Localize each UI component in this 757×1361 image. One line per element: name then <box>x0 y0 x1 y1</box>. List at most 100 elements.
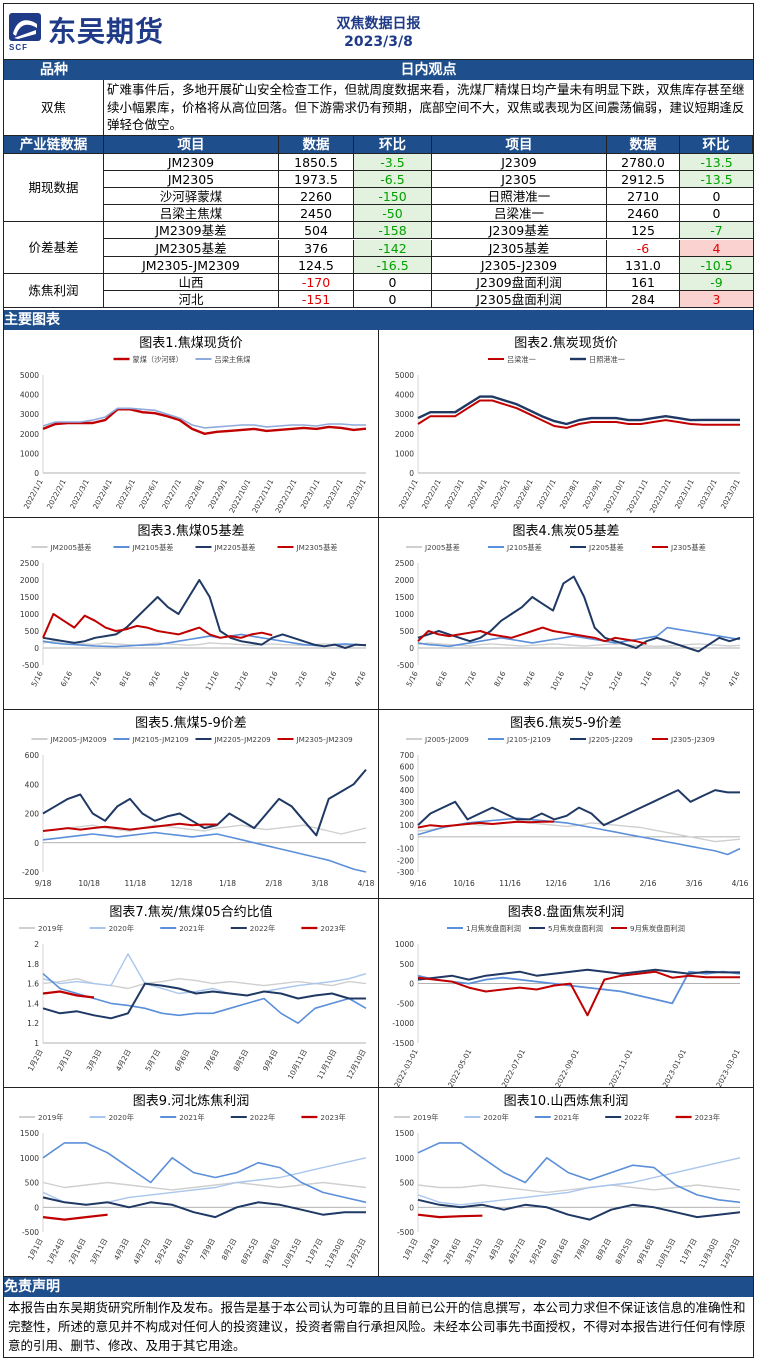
table-cell-r2-c5: 0 <box>680 188 753 206</box>
table-cell-r7-c0: 山西 <box>104 273 279 291</box>
x-tick-label: 7月9日 <box>573 1237 592 1262</box>
logo-mark-icon <box>9 13 41 41</box>
x-tick-label: 3/16 <box>323 669 339 688</box>
x-tick-label: 2023/2/1 <box>696 478 719 511</box>
x-tick-label: 2023/1/1 <box>673 478 696 511</box>
chart-legend: 1月焦炭盘面利润 5月焦炭盘面利润 9月焦炭盘面利润 <box>447 924 685 933</box>
x-tick-label: 8月2日 <box>220 1237 239 1262</box>
legend-label: 1月焦炭盘面利润 <box>466 924 521 933</box>
y-tick-label: 2500 <box>395 559 414 568</box>
y-tick-label: 0 <box>409 833 414 842</box>
y-tick-label: 1000 <box>20 449 39 458</box>
chart-legend: JM2005-JM2009 JM2105-JM2109 JM2205-JM2209 J… <box>31 735 353 744</box>
y-tick-label: -500 <box>22 1228 39 1237</box>
x-tick-label: 8/16 <box>492 669 508 688</box>
chart-svg-10: 2019年 2020年 2021年 2022年 2023年 -500 0 500 1000 150… <box>394 1113 742 1270</box>
x-tick-label: 7/16 <box>463 669 479 688</box>
legend-label: 9月焦炭盘面利润 <box>630 924 685 933</box>
x-tick-label: 2023/3/1 <box>719 478 742 511</box>
report-date: 2023/3/8 <box>344 34 413 50</box>
legend-label: 2021年 <box>179 1113 204 1122</box>
table-cell-r0-c3: J2309 <box>432 154 607 172</box>
x-tick-label: 5/16 <box>404 669 420 688</box>
series-line-2 <box>42 973 367 1024</box>
x-tick-label: 1/18 <box>219 879 236 888</box>
legend-label: 日照港准一 <box>589 355 625 364</box>
x-tick-label: 2022/11/1 <box>625 478 650 515</box>
x-tick-label: 4月3日 <box>487 1237 506 1262</box>
x-tick-label: 10月15日 <box>654 1237 677 1270</box>
chart-svg-4: J2005基差 J2105基差 J2205基差 J2305基差 -500 0 500 1000… <box>395 543 742 692</box>
x-tick-label: 2022/11/1 <box>250 478 275 515</box>
x-tick-label: 2023/3/1 <box>345 478 368 511</box>
chart-title: 图表1.焦煤现货价 <box>139 336 243 351</box>
chart-panel-1: 图表1.焦煤现货价蒙煤（沙河驿） 吕梁主焦煤 0 1000 2000 3000 4000 50… <box>4 330 379 518</box>
table-cell-r2-c4: 2710 <box>607 188 680 206</box>
y-tick-label: 0 <box>409 469 414 478</box>
y-tick-label: 0 <box>409 644 414 653</box>
chart-title: 图表7.焦炭/焦煤05合约比值 <box>109 905 273 920</box>
table-cell-r6-c0: JM2305-JM2309 <box>104 256 279 274</box>
y-tick-label: 400 <box>25 780 40 789</box>
x-tick-label: 8/16 <box>117 669 133 688</box>
table-cell-r4-c2: -158 <box>354 222 432 240</box>
table-cell-r4-c0: JM2309基差 <box>104 222 279 240</box>
series-line-2 <box>42 1142 367 1204</box>
y-tick-label: 600 <box>25 751 40 760</box>
table-cell-r3-c1: 2450 <box>279 205 354 223</box>
y-tick-label: -200 <box>22 868 39 877</box>
table-cell-r0-c5: -13.5 <box>680 154 753 172</box>
x-tick-label: 9/18 <box>35 879 52 888</box>
y-tick-label: 1000 <box>395 449 414 458</box>
disclaimer-bar: 免责声明 <box>4 1277 753 1297</box>
y-tick-label: 200 <box>400 810 415 819</box>
chart-svg-1: 蒙煤（沙河驿） 吕梁主焦煤 0 1000 2000 3000 4000 5000 2022/1/… <box>20 355 368 515</box>
chart-panel-5: 图表5.焦煤5-9价差 JM2005-JM2009 JM2105-JM2109 JM2… <box>4 710 379 899</box>
legend-label: JM2205基差 <box>214 543 256 552</box>
table-group-2: 炼焦利润 <box>4 273 104 308</box>
x-tick-label: 2023-03-01 <box>714 1048 742 1087</box>
series-line-4 <box>42 1213 108 1221</box>
series-line-2 <box>417 970 740 1017</box>
table-cell-r7-c4: 161 <box>607 273 680 291</box>
x-tick-label: 10月15日 <box>280 1237 303 1270</box>
x-tick-label: 11/16 <box>499 879 521 888</box>
x-tick-label: 2022/3/1 <box>443 478 466 511</box>
x-tick-label: 5月24日 <box>527 1237 548 1266</box>
table-cell-r0-c4: 2780.0 <box>607 154 680 172</box>
x-tick-label: 6月16日 <box>174 1237 195 1266</box>
y-tick-label: 1000 <box>395 940 414 949</box>
series-line-0 <box>42 1181 367 1191</box>
series-line-2 <box>417 789 740 827</box>
x-tick-label: 2022/10/1 <box>602 478 627 515</box>
views-header-bar: 品种 日内观点 <box>4 60 753 80</box>
views-col-view: 日内观点 <box>400 62 457 78</box>
x-tick-label: 9月4日 <box>261 1048 280 1073</box>
x-tick-label: 9/16 <box>410 879 427 888</box>
x-tick-label: 2022/2/1 <box>45 478 68 511</box>
y-tick-label: -1500 <box>392 1039 414 1048</box>
x-tick-label: 9月16日 <box>260 1237 281 1266</box>
x-tick-label: 2023-01-01 <box>661 1048 689 1087</box>
x-tick-label: 2022/7/1 <box>535 478 558 511</box>
chart-title: 图表10.山西炼焦利润 <box>503 1094 629 1109</box>
chart-svg-8: 1月焦炭盘面利润 5月焦炭盘面利润 9月焦炭盘面利润 -1500 -1000 -500 0 5… <box>392 924 742 1087</box>
x-tick-label: 2/16 <box>668 669 684 688</box>
x-tick-label: 1月24日 <box>45 1237 66 1266</box>
x-tick-label: 2月16日 <box>442 1237 463 1266</box>
series-line-1 <box>417 817 741 856</box>
table-group-1: 价差基差 <box>4 222 104 274</box>
chart-panel-7: 图表7.焦炭/焦煤05合约比值 2019年 2020年 2021年 2022年 2023年… <box>4 899 379 1088</box>
x-tick-label: 2022/8/1 <box>183 478 206 511</box>
table-header-0: 产业链数据 <box>4 136 104 154</box>
x-tick-label: 8月2日 <box>594 1237 613 1262</box>
chart-legend: 2019年 2020年 2021年 2022年 2023年 <box>19 924 346 933</box>
series-line-0 <box>417 1184 741 1194</box>
y-tick-label: 1000 <box>20 610 39 619</box>
x-tick-label: 3月11日 <box>88 1237 109 1266</box>
y-tick-label: 1000 <box>20 1154 39 1163</box>
x-tick-label: 1月2日 <box>26 1048 45 1073</box>
y-tick-label: 0 <box>409 1203 414 1212</box>
table-cell-r8-c0: 河北 <box>104 290 279 308</box>
series-line-3 <box>417 626 647 645</box>
